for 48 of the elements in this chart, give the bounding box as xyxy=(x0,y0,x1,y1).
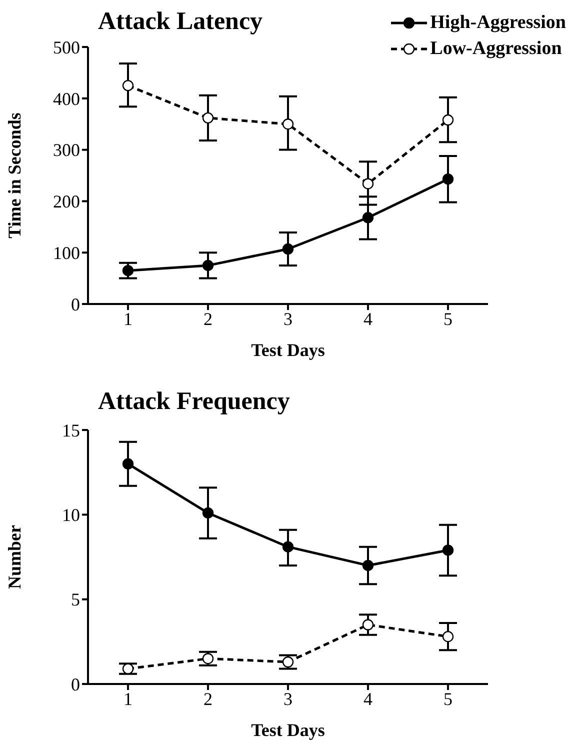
x-tick-label: 1 xyxy=(124,308,132,329)
legend-label: Low-Aggression xyxy=(430,38,562,60)
y-tick-label: 200 xyxy=(53,192,80,212)
x-tick-label: 2 xyxy=(204,688,212,709)
point xyxy=(362,212,374,224)
x-tick-label: 1 xyxy=(124,688,132,709)
y-tick-label: 400 xyxy=(53,88,80,109)
point xyxy=(362,619,374,630)
x-tick-label: 2 xyxy=(204,308,212,329)
y-tick-label: 500 xyxy=(53,37,80,58)
y-tick-label: 0 xyxy=(71,294,80,314)
x-axis-title: Test Days xyxy=(251,340,325,360)
chart-title: Attack Latency xyxy=(98,8,263,36)
point xyxy=(282,118,294,130)
y-axis-title: Number xyxy=(4,524,24,589)
point xyxy=(122,80,134,92)
point xyxy=(202,653,214,664)
point xyxy=(442,114,454,126)
x-tick-label: 5 xyxy=(444,688,452,709)
y-tick-label: 300 xyxy=(53,140,80,160)
point xyxy=(202,507,214,519)
point xyxy=(362,178,374,190)
x-tick-label: 5 xyxy=(444,308,452,329)
point xyxy=(122,264,134,276)
point xyxy=(282,243,294,255)
point xyxy=(282,541,294,552)
y-tick-label: 15 xyxy=(62,420,80,440)
y-tick-label: 10 xyxy=(62,505,80,526)
chart-title: Attack Frequency xyxy=(98,388,290,416)
point xyxy=(122,458,134,470)
y-tick-label: 100 xyxy=(53,242,80,263)
legend-label: High-Aggression xyxy=(430,12,566,34)
point xyxy=(202,260,214,272)
point xyxy=(202,112,214,124)
y-axis-title: Time in Seconds xyxy=(4,112,24,238)
y-tick-label: 5 xyxy=(71,590,80,610)
y-tick-label: 0 xyxy=(71,674,80,694)
point xyxy=(282,656,294,668)
x-tick-label: 3 xyxy=(284,308,292,329)
x-tick-label: 3 xyxy=(284,688,292,709)
x-tick-label: 4 xyxy=(364,688,372,709)
point xyxy=(442,544,454,556)
x-tick-label: 4 xyxy=(364,308,372,329)
point xyxy=(442,630,454,642)
point xyxy=(362,560,374,572)
x-axis-title: Test Days xyxy=(251,720,325,740)
point xyxy=(122,663,134,674)
point xyxy=(442,174,454,185)
